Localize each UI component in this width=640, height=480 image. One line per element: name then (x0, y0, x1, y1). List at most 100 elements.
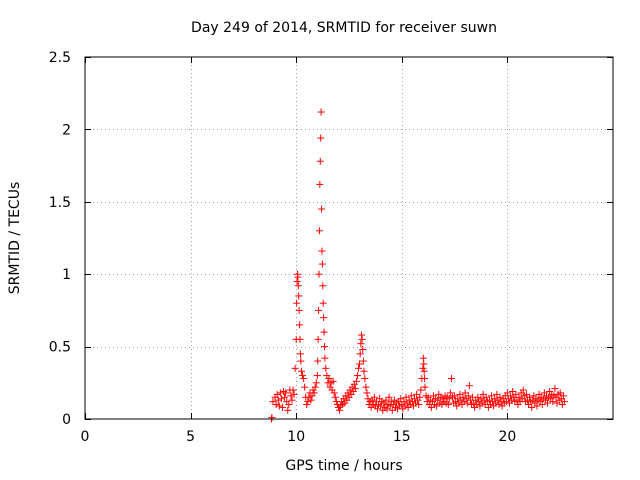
data-point (356, 360, 364, 368)
x-tick-label: 0 (81, 429, 90, 445)
data-point (274, 396, 282, 404)
data-point (315, 227, 323, 235)
data-point (281, 393, 289, 401)
data-point (526, 393, 534, 401)
data-point (351, 385, 359, 393)
y-tick-label: 2.5 (49, 50, 71, 66)
data-point (272, 401, 280, 409)
data-point (456, 390, 464, 398)
data-point (362, 383, 370, 391)
data-point (297, 357, 305, 365)
data-point (528, 403, 536, 411)
data-point (293, 277, 301, 285)
data-point (446, 389, 454, 397)
data-point (386, 402, 394, 410)
data-point (278, 403, 286, 411)
data-point (356, 350, 364, 358)
data-point (290, 390, 298, 398)
data-point (318, 260, 326, 268)
data-point (482, 393, 490, 401)
data-markers (267, 108, 568, 423)
data-point (287, 392, 295, 400)
data-point (407, 392, 415, 400)
data-point (370, 393, 378, 401)
data-point (288, 396, 296, 404)
data-point (402, 393, 410, 401)
data-point (410, 395, 418, 403)
data-point (275, 402, 283, 410)
data-point (359, 345, 367, 353)
data-point (325, 374, 333, 382)
data-point (307, 396, 315, 404)
data-point (358, 335, 366, 343)
x-tick-label: 15 (393, 429, 411, 445)
data-point (459, 393, 467, 401)
data-point (284, 406, 292, 414)
data-point (315, 270, 323, 278)
data-point (515, 393, 523, 401)
y-tick-label: 1 (62, 267, 71, 283)
data-point (329, 377, 337, 385)
data-point (320, 314, 328, 322)
data-point (413, 390, 421, 398)
data-point (377, 402, 385, 410)
data-point (357, 340, 365, 348)
data-point (313, 372, 321, 380)
data-point (295, 292, 303, 300)
data-point (296, 350, 304, 358)
data-point (312, 379, 320, 387)
data-point (383, 405, 391, 413)
data-point (447, 374, 455, 382)
data-point (296, 321, 304, 329)
data-point (421, 374, 429, 382)
data-point (522, 390, 530, 398)
data-point (474, 393, 482, 401)
data-point (420, 360, 428, 368)
data-point (300, 374, 308, 382)
data-point (491, 395, 499, 403)
data-point (496, 393, 504, 401)
data-point (544, 399, 552, 407)
data-point (289, 386, 297, 394)
data-point (559, 392, 567, 400)
grid-lines (85, 57, 613, 419)
data-point (549, 398, 557, 406)
data-point (533, 402, 541, 410)
x-tick-label: 10 (287, 429, 305, 445)
data-point (310, 389, 318, 397)
data-point (314, 335, 322, 343)
data-point (363, 389, 371, 397)
data-point (293, 299, 301, 307)
data-point (316, 180, 324, 188)
data-point (397, 395, 405, 403)
data-point (291, 364, 299, 372)
data-point (388, 406, 396, 414)
data-point (551, 385, 559, 393)
data-point (316, 157, 324, 165)
data-point (317, 108, 325, 116)
data-point (330, 389, 338, 397)
data-point (415, 401, 423, 409)
x-tick-label: 20 (498, 429, 516, 445)
data-point (282, 389, 290, 397)
data-point (314, 357, 322, 365)
data-point (444, 401, 452, 409)
data-point (268, 414, 276, 422)
data-point (318, 247, 326, 255)
data-point (319, 299, 327, 307)
data-point (359, 357, 367, 365)
data-point (433, 402, 441, 410)
data-point (285, 401, 293, 409)
data-point (318, 205, 326, 213)
data-point (417, 386, 425, 394)
plot-frame (84, 56, 614, 420)
data-point (420, 367, 428, 375)
data-point (464, 392, 472, 400)
data-point (479, 390, 487, 398)
data-point (405, 396, 413, 404)
data-point (297, 367, 305, 375)
data-point (560, 398, 568, 406)
data-point (538, 401, 546, 409)
data-point (385, 393, 393, 401)
